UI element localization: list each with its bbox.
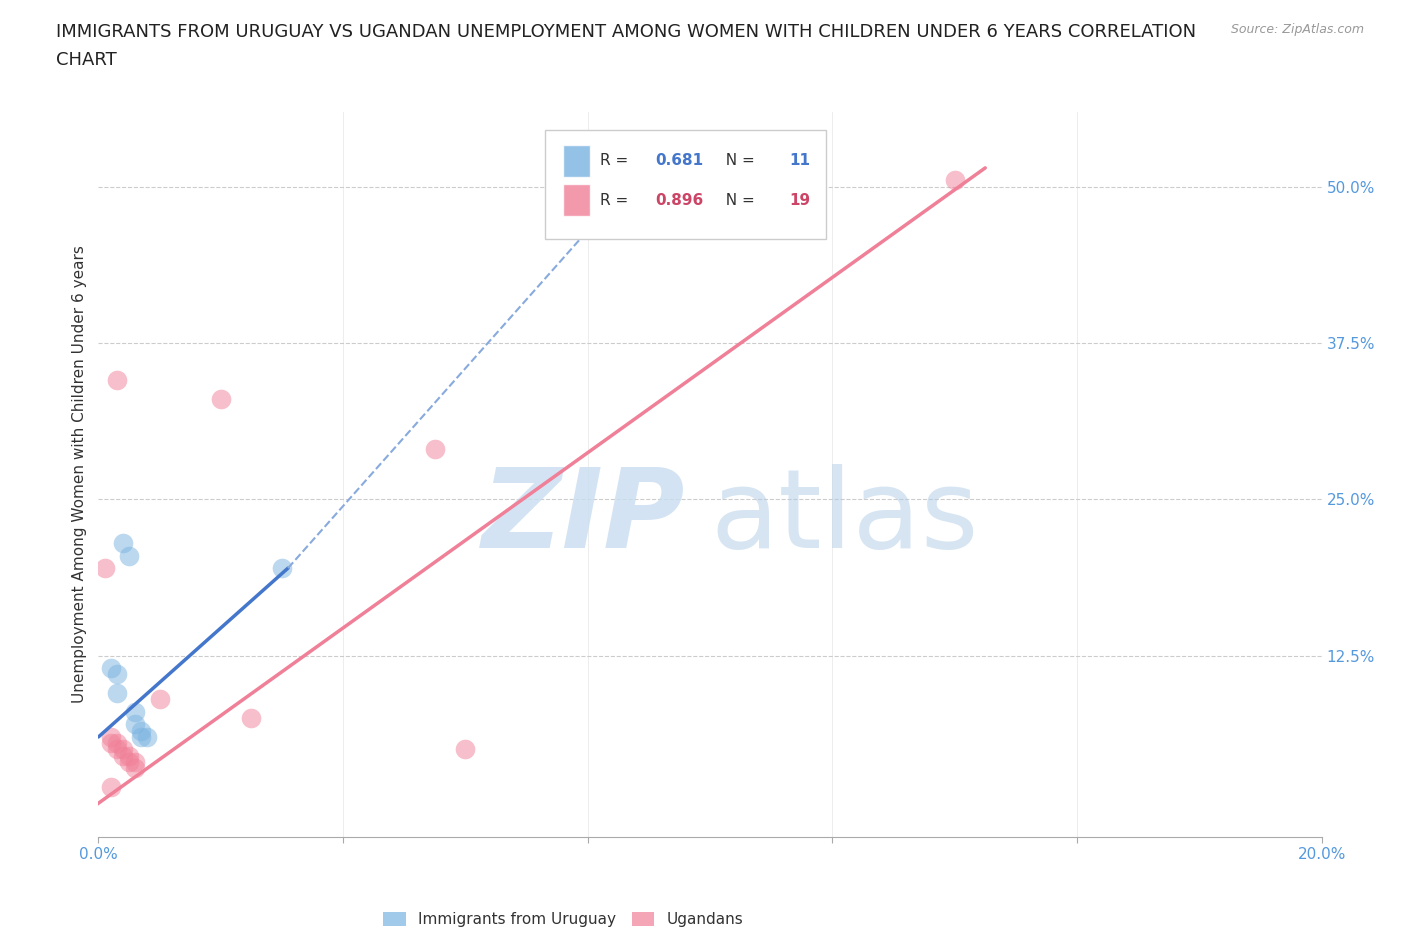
Text: IMMIGRANTS FROM URUGUAY VS UGANDAN UNEMPLOYMENT AMONG WOMEN WITH CHILDREN UNDER : IMMIGRANTS FROM URUGUAY VS UGANDAN UNEMP… — [56, 23, 1197, 41]
Text: atlas: atlas — [710, 464, 979, 571]
Point — [111, 749, 134, 764]
Point — [209, 392, 232, 406]
Point — [124, 761, 146, 776]
Point — [240, 711, 263, 725]
Point — [423, 442, 446, 457]
Legend: Immigrants from Uruguay, Ugandans: Immigrants from Uruguay, Ugandans — [377, 907, 749, 930]
Text: R =: R = — [600, 193, 633, 207]
Point — [129, 724, 152, 738]
Point — [149, 692, 172, 707]
FancyBboxPatch shape — [564, 184, 591, 217]
Point — [118, 754, 141, 769]
Y-axis label: Unemployment Among Women with Children Under 6 years: Unemployment Among Women with Children U… — [72, 246, 87, 703]
Point — [93, 561, 115, 576]
Point — [105, 736, 128, 751]
Point — [100, 660, 122, 675]
FancyBboxPatch shape — [546, 130, 827, 239]
Text: 19: 19 — [790, 193, 811, 207]
Point — [136, 729, 159, 744]
Point — [118, 548, 141, 563]
Point — [124, 717, 146, 732]
Point — [105, 667, 128, 682]
Text: ZIP: ZIP — [482, 464, 686, 571]
Point — [124, 705, 146, 720]
Point — [111, 536, 134, 551]
Point — [129, 729, 152, 744]
Point — [100, 779, 122, 794]
Text: N =: N = — [716, 193, 759, 207]
Point — [105, 685, 128, 700]
Point — [270, 561, 292, 576]
Point — [100, 736, 122, 751]
Text: Source: ZipAtlas.com: Source: ZipAtlas.com — [1230, 23, 1364, 36]
Point — [124, 754, 146, 769]
Point — [105, 373, 128, 388]
Point — [105, 742, 128, 757]
Point — [943, 173, 966, 188]
Point — [100, 729, 122, 744]
FancyBboxPatch shape — [564, 144, 591, 178]
Text: 11: 11 — [790, 153, 810, 168]
Point — [118, 749, 141, 764]
Text: CHART: CHART — [56, 51, 117, 69]
Text: R =: R = — [600, 153, 633, 168]
Text: N =: N = — [716, 153, 759, 168]
Text: 0.896: 0.896 — [655, 193, 703, 207]
Text: 0.681: 0.681 — [655, 153, 703, 168]
Point — [111, 742, 134, 757]
Point — [454, 742, 477, 757]
